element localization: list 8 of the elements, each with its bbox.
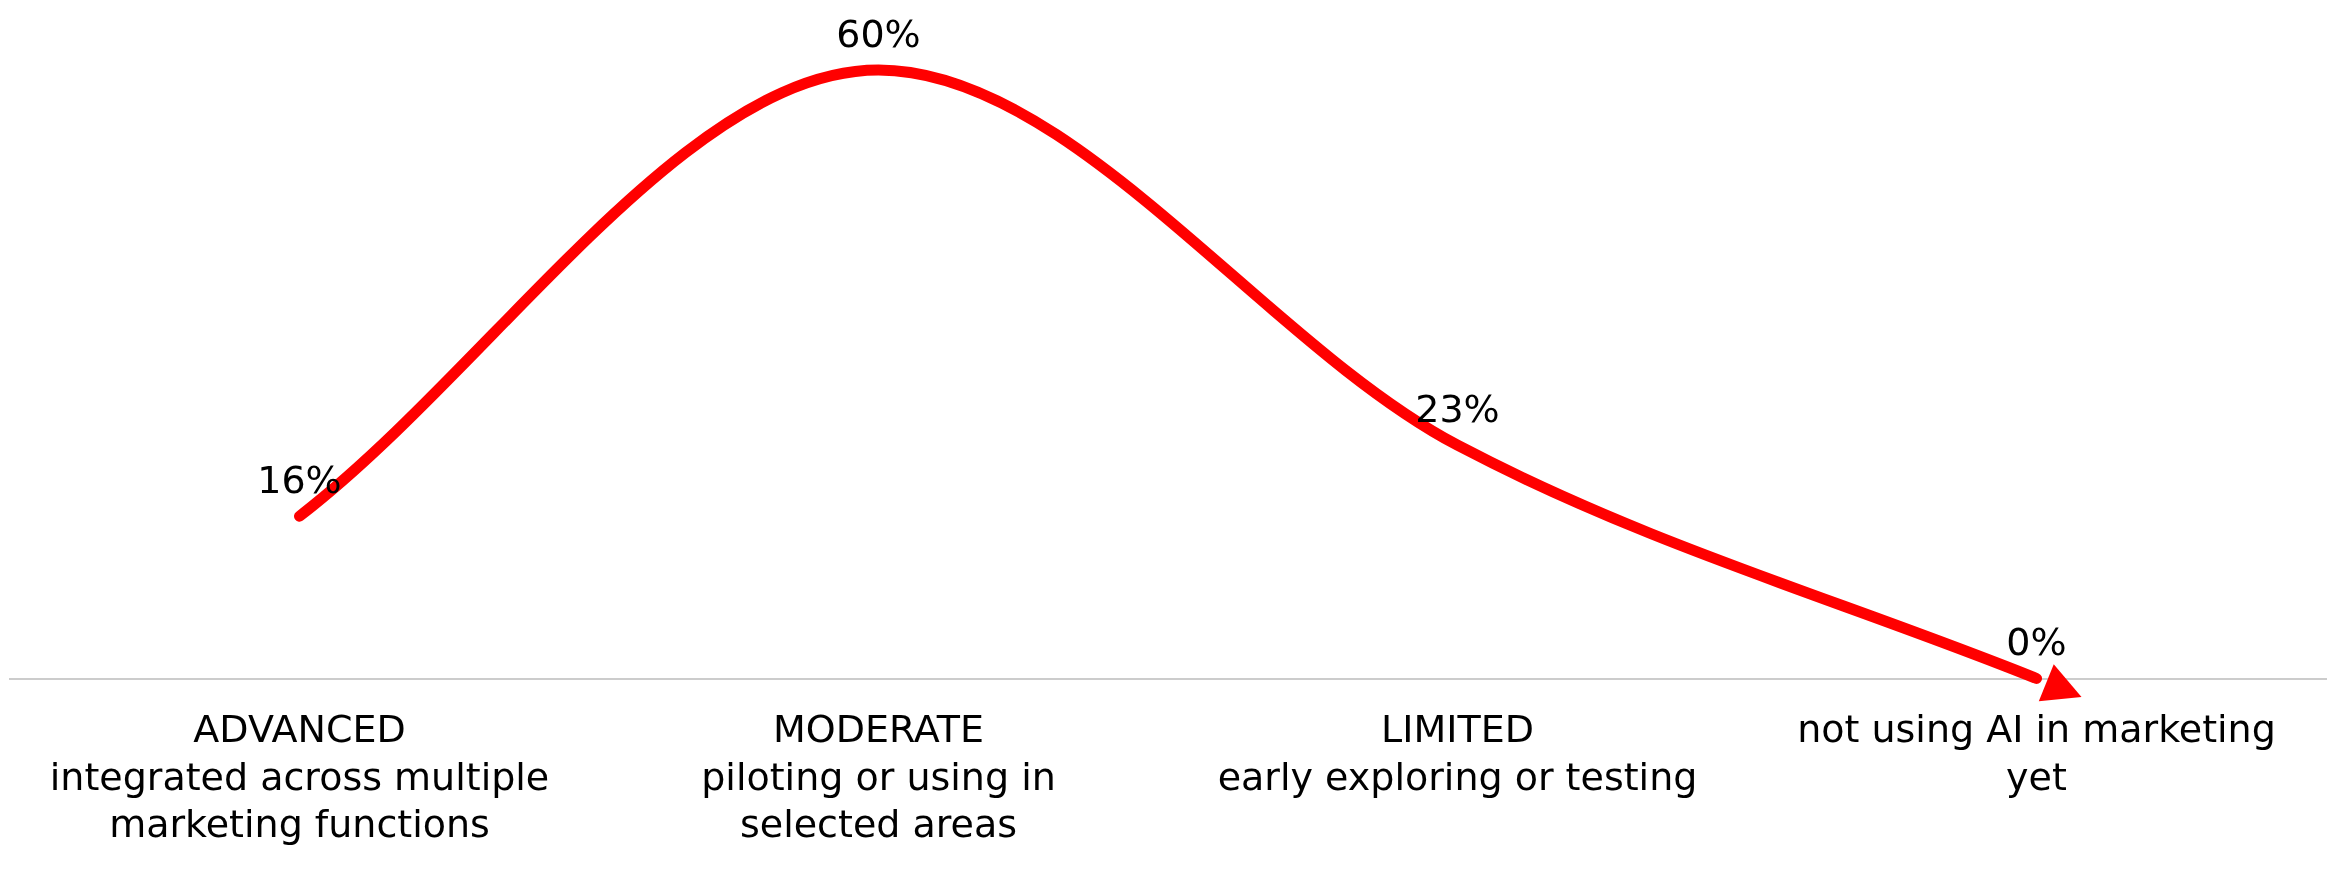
x-tick-label: MODERATE piloting or using in selected areas (701, 707, 1056, 847)
x-tick-label: not using AI in marketing yet (1797, 707, 2276, 799)
x-tick-label: ADVANCED integrated across multiple marketing functions (49, 707, 550, 847)
data-label: 16% (257, 458, 342, 503)
data-label: 23% (1415, 387, 1500, 432)
x-tick-label: LIMITED early exploring or testing (1217, 707, 1698, 799)
data-label: 60% (836, 11, 921, 56)
data-label: 0% (2006, 620, 2067, 665)
